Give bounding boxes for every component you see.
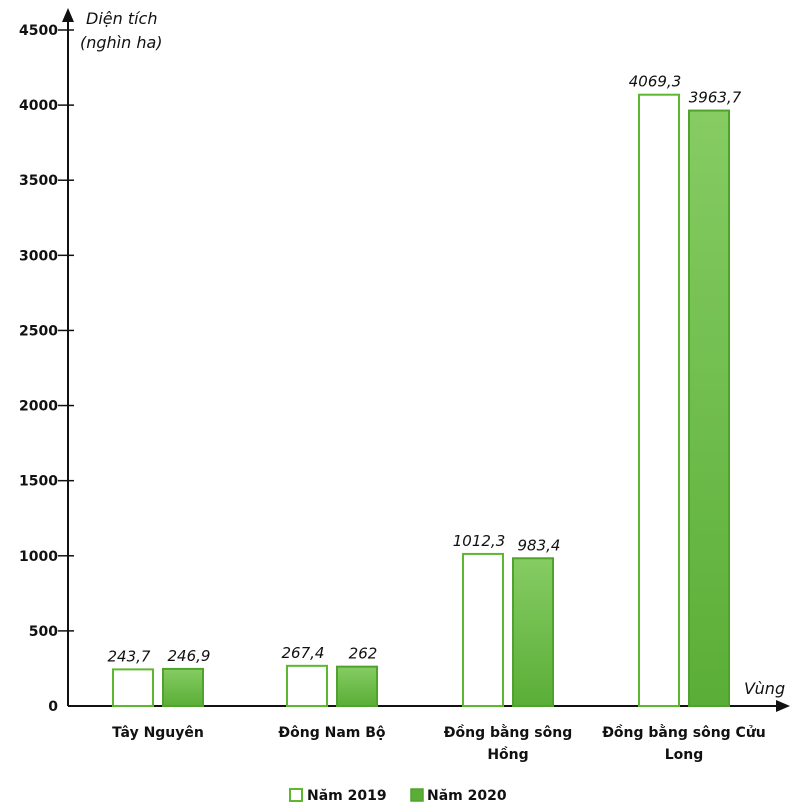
data-label: 243,7 bbox=[108, 647, 151, 665]
data-label: 4069,3 bbox=[629, 73, 682, 91]
y-tick-label: 2500 bbox=[19, 323, 58, 339]
y-tick-label: 0 bbox=[48, 699, 58, 715]
y-tick-label: 3500 bbox=[19, 173, 58, 189]
legend-label-2019: Năm 2019 bbox=[307, 788, 387, 804]
legend-label-2020: Năm 2020 bbox=[427, 788, 507, 804]
bar-2019 bbox=[638, 93, 680, 708]
x-category-label: Đồng bằng sông bbox=[444, 724, 572, 741]
x-axis-arrow bbox=[776, 700, 790, 712]
x-axis-title: Vùng bbox=[744, 679, 785, 698]
data-label: 262 bbox=[349, 645, 378, 663]
y-axis-arrow bbox=[62, 8, 74, 22]
y-tick-label: 4500 bbox=[19, 23, 58, 39]
y-tick-label: 3000 bbox=[19, 248, 58, 264]
x-category-label: Đông Nam Bộ bbox=[278, 725, 386, 741]
y-axis-title-line1: Diện tích bbox=[86, 9, 158, 28]
data-label: 3963,7 bbox=[689, 89, 742, 107]
y-tick-label: 4000 bbox=[19, 98, 58, 114]
x-category-label: Tây Nguyên bbox=[112, 725, 204, 741]
bar-2020 bbox=[512, 557, 554, 708]
bar-2019 bbox=[286, 664, 328, 707]
x-category-label: Đồng bằng sông Cửu bbox=[602, 724, 766, 741]
labels: 243,7 246,9 Tây Nguyên 267,4 262 Đông Nam Bộ 1… bbox=[108, 73, 766, 763]
legend-swatch-2020 bbox=[410, 788, 424, 802]
bars bbox=[112, 93, 730, 708]
x-category-label: Hồng bbox=[487, 746, 528, 763]
data-label: 1012,3 bbox=[453, 532, 506, 550]
x-category-label: Long bbox=[665, 747, 704, 763]
axes: 0 500 1000 1500 2000 2500 3000 3500 4000 4500 Diện… bbox=[19, 8, 790, 715]
y-tick-label: 1000 bbox=[19, 549, 58, 565]
data-label: 267,4 bbox=[282, 644, 325, 662]
y-tick-label: 1500 bbox=[19, 474, 58, 490]
bar-2020 bbox=[336, 665, 378, 708]
y-axis-title-line2: (nghìn ha) bbox=[80, 33, 163, 52]
legend: Năm 2019 Năm 2020 bbox=[289, 788, 507, 804]
y-tick-label: 2000 bbox=[19, 399, 58, 415]
bar-2020 bbox=[688, 109, 730, 708]
legend-swatch-2019 bbox=[289, 788, 303, 802]
bar-2019 bbox=[462, 552, 504, 708]
data-label: 246,9 bbox=[168, 647, 211, 665]
data-label: 983,4 bbox=[518, 536, 561, 554]
bar-2019 bbox=[112, 668, 154, 708]
bar-2020 bbox=[162, 667, 204, 708]
y-tick-label: 500 bbox=[29, 624, 58, 640]
